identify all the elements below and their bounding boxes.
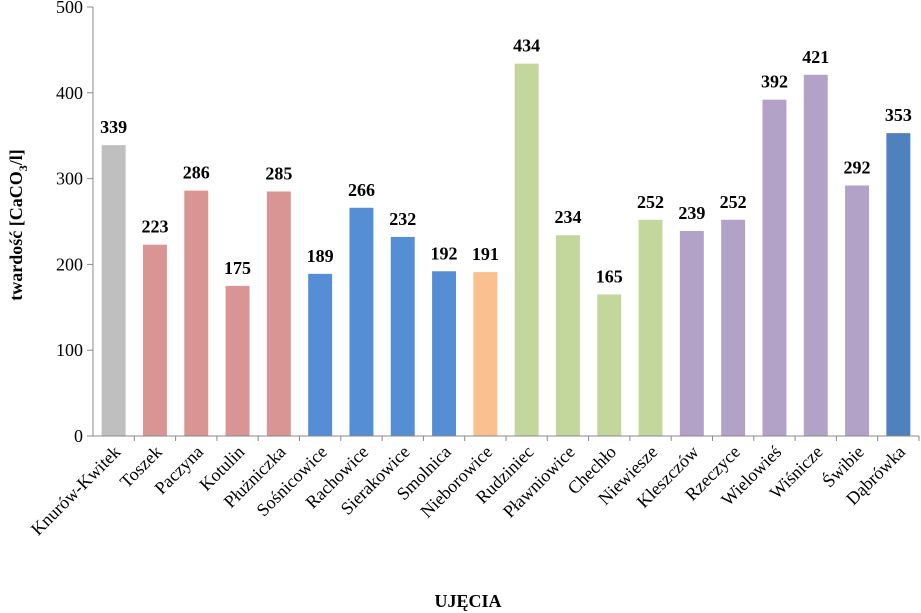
y-tick-label: 300 [56, 169, 83, 189]
y-tick-label: 500 [56, 0, 83, 17]
y-axis-title-subscript: 3 [16, 165, 30, 171]
bar [266, 191, 291, 436]
bar [390, 236, 415, 436]
data-label: 175 [224, 258, 251, 278]
data-label: 266 [348, 180, 375, 200]
bar [184, 190, 209, 436]
data-label: 192 [431, 243, 458, 263]
svg-text:twardość [CaCO3/l]: twardość [CaCO3/l] [6, 149, 30, 300]
data-label: 434 [513, 36, 540, 56]
bar [349, 207, 374, 436]
y-tick-label: 200 [56, 254, 83, 274]
y-axis-title: twardość [CaCO3/l] [6, 149, 30, 300]
bar [514, 63, 539, 437]
bar [679, 230, 704, 436]
data-label: 392 [761, 72, 788, 92]
bar [142, 244, 167, 436]
y-tick-label: 100 [56, 340, 83, 360]
bar [432, 271, 457, 436]
bar [555, 235, 580, 436]
data-label: 353 [885, 105, 912, 125]
bar [597, 294, 622, 436]
category-label: Knurów-Kwitek [27, 442, 125, 540]
data-label: 191 [472, 244, 499, 264]
bar [762, 99, 787, 436]
bar [721, 219, 746, 436]
bar [886, 133, 911, 436]
bar [308, 273, 333, 436]
data-label: 189 [307, 246, 334, 266]
y-tick-label: 400 [56, 83, 83, 103]
bar [101, 145, 126, 436]
bar [638, 219, 663, 436]
y-axis-title-end: /l] [6, 149, 26, 166]
y-tick-label: 0 [74, 426, 83, 446]
data-label: 339 [100, 117, 127, 137]
bar [473, 272, 498, 436]
y-axis-title-main: twardość [CaCO [6, 171, 26, 300]
data-label: 286 [183, 163, 210, 183]
data-label: 292 [844, 157, 871, 177]
bar [845, 185, 870, 436]
data-label: 285 [265, 163, 292, 183]
x-axis-title: UJĘCIA [434, 591, 501, 611]
data-label: 165 [596, 266, 623, 286]
data-label: 252 [720, 192, 747, 212]
data-label: 421 [802, 47, 829, 67]
bar [803, 74, 828, 437]
data-label: 234 [554, 207, 581, 227]
data-label: 239 [678, 203, 705, 223]
bar [225, 285, 250, 436]
data-label: 232 [389, 209, 416, 229]
data-label: 252 [637, 192, 664, 212]
data-label: 223 [141, 217, 168, 237]
